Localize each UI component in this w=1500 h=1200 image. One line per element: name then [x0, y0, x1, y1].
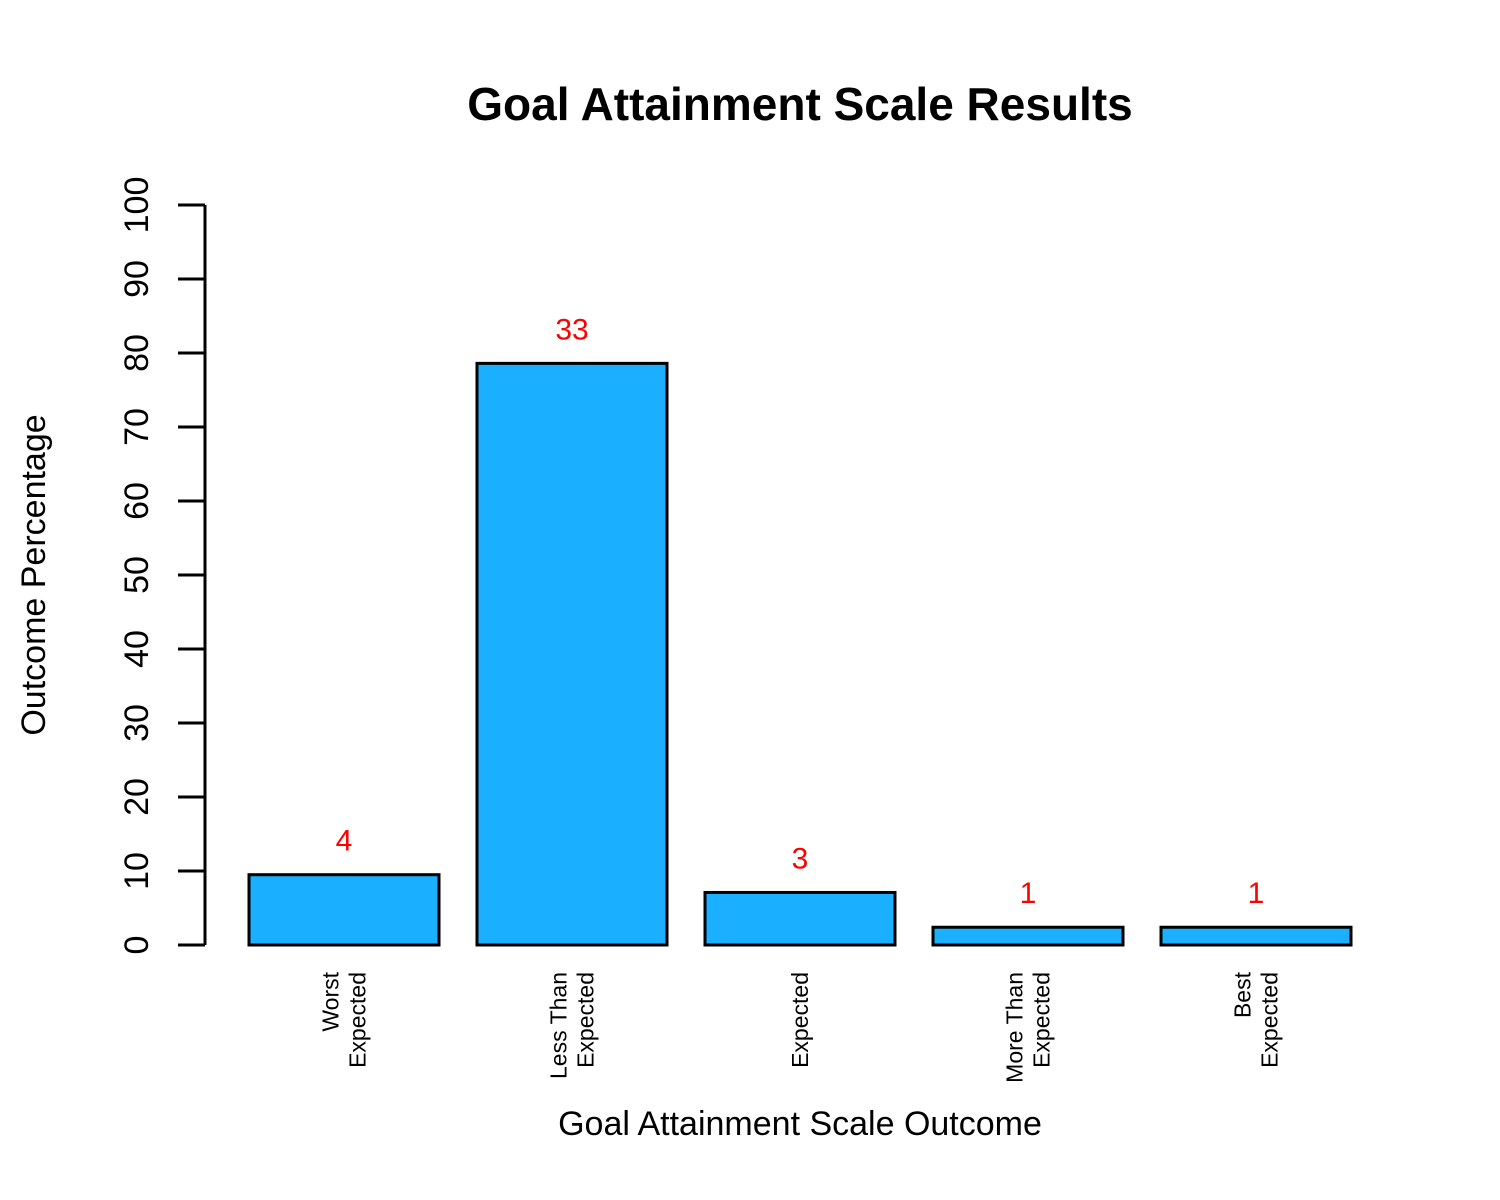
y-tick-label: 40 — [118, 630, 156, 668]
bar-count-label: 4 — [336, 825, 353, 858]
y-tick-label: 80 — [118, 334, 156, 372]
y-tick-label: 60 — [118, 482, 156, 520]
x-tick-label: Best — [1230, 971, 1256, 1018]
bar — [1159, 925, 1353, 947]
x-tick-label: Less Than — [546, 972, 572, 1079]
bars — [247, 361, 1353, 947]
bar — [703, 890, 897, 947]
y-axis: 0 10 20 30 40 50 60 70 80 90 100 — [118, 177, 207, 955]
y-tick-label: 90 — [118, 260, 156, 298]
y-tick-label: 10 — [118, 852, 156, 890]
bar — [475, 361, 669, 947]
bar — [247, 873, 441, 947]
y-tick-label: 0 — [118, 936, 156, 955]
bar-count-label: 33 — [555, 313, 588, 346]
x-tick-labels: Worst Expected Less Than Expected Expected Mo… — [318, 971, 1283, 1082]
x-tick-label: Expected — [345, 972, 371, 1068]
y-tick-label: 100 — [118, 177, 156, 234]
y-axis-label: Outcome Percentage — [15, 414, 53, 735]
y-tick-label: 20 — [118, 778, 156, 816]
x-tick-label: Expected — [1257, 972, 1283, 1068]
y-tick-label: 50 — [118, 556, 156, 594]
x-tick-label: Expected — [787, 972, 813, 1068]
bar-count-label: 3 — [792, 842, 809, 875]
x-tick-label: More Than — [1002, 972, 1028, 1083]
bar-count-label: 1 — [1020, 877, 1037, 910]
x-tick-label: Expected — [573, 972, 599, 1068]
bar — [931, 925, 1125, 947]
x-tick-label: Expected — [1029, 972, 1055, 1068]
x-axis-label: Goal Attainment Scale Outcome — [558, 1105, 1042, 1143]
y-tick-label: 30 — [118, 704, 156, 742]
chart-title: Goal Attainment Scale Results — [467, 78, 1132, 130]
x-tick-label: Worst — [318, 971, 344, 1031]
bar-count-label: 1 — [1248, 877, 1265, 910]
y-tick-label: 70 — [118, 408, 156, 446]
